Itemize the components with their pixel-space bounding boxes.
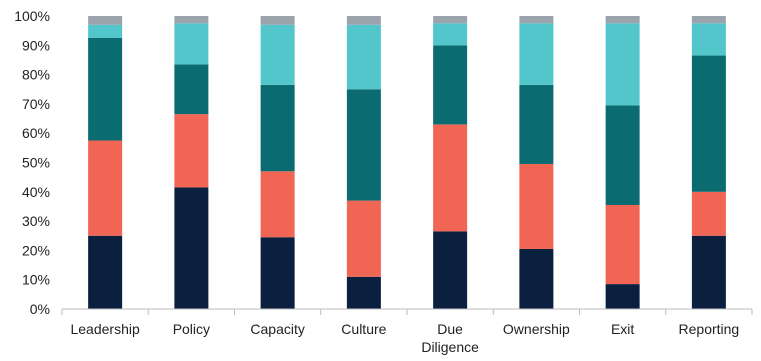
y-tick-label: 50% [22,155,50,171]
bar-segment [174,23,209,65]
x-tick-label: Policy [173,321,210,337]
bar-segment [519,16,554,24]
bar-segment [605,23,640,106]
bar-segment [346,200,381,277]
bar-segment [519,163,554,249]
bar-segment [174,187,209,309]
y-tick-label: 70% [22,96,50,112]
bar-segment [605,16,640,24]
bar-segment [519,84,554,164]
y-tick-label: 60% [22,125,50,141]
bar-segment [691,16,726,24]
y-tick-label: 40% [22,184,50,200]
x-tick-label: Ownership [503,321,570,337]
bar-segment [88,24,123,38]
y-tick-label: 80% [22,67,50,83]
bar-segment [260,24,295,85]
bar-segment [433,16,468,24]
bar-segment [605,105,640,205]
x-tick-label: Culture [341,321,386,337]
bar-segment [260,171,295,238]
bar-segment [346,89,381,201]
x-tick-label: Due Diligence [421,321,479,355]
bar-segment [691,235,726,309]
y-tick-label: 100% [14,8,50,24]
bar-segment [433,231,468,309]
y-tick-label: 30% [22,213,50,229]
bar-segment [88,37,123,141]
bar-segment [88,235,123,309]
y-tick-label: 10% [22,272,50,288]
bar-segment [88,16,123,25]
y-axis: 0% 10% 20% 30% 40% 50% 60% 70% 80% 90% 100% [14,8,50,317]
bar-segment [519,248,554,309]
bar-segment [519,23,554,85]
bar-segment [433,124,468,232]
bar-segment [691,55,726,192]
y-tick-label: 0% [30,301,50,317]
bar-segment [174,16,209,24]
bar-segment [346,16,381,25]
bar-segment [346,276,381,309]
bar-segment [346,24,381,90]
y-tick-label: 90% [22,37,50,53]
x-tick-label: Capacity [250,321,304,337]
bar-segment [174,114,209,188]
bar-segment [691,191,726,236]
bar-segment [691,23,726,56]
bar-segment [260,16,295,25]
bars [88,16,726,309]
x-axis: Leadership Policy Capacity Culture Due Dilige… [61,308,753,355]
y-tick-label: 20% [22,242,50,258]
bar-segment [605,284,640,309]
bar-segment [433,45,468,125]
bar-segment [88,140,123,236]
x-tick-label: Exit [611,321,634,337]
bar-segment [260,84,295,172]
bar-segment [433,23,468,46]
bar-segment [605,204,640,285]
bar-segment [260,237,295,309]
bar-segment [174,64,209,115]
x-tick-label: Leadership [70,321,139,337]
x-tick-label: Reporting [679,321,740,337]
